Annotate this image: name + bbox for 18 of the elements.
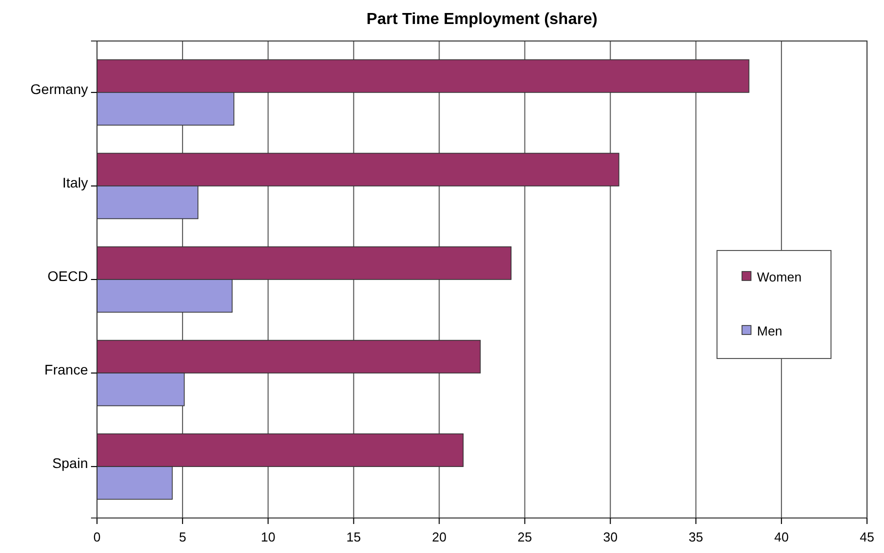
x-tick-label: 20 <box>432 529 446 544</box>
y-tick-label: OECD <box>48 268 88 284</box>
x-tick-label: 15 <box>346 529 361 544</box>
x-tick-label: 45 <box>860 529 874 544</box>
x-tick-label: 10 <box>260 529 276 544</box>
legend-label: Women <box>757 270 802 284</box>
legend-label: Men <box>757 324 782 338</box>
x-tick-label: 25 <box>518 529 532 544</box>
chart-title: Part Time Employment (share) <box>366 11 598 28</box>
y-tick-label: France <box>44 361 88 378</box>
y-tick-label: Italy <box>62 174 88 190</box>
y-tick-label: Germany <box>30 80 88 97</box>
x-tick-label: 35 <box>688 529 704 544</box>
x-tick-label: 5 <box>178 529 186 544</box>
y-tick-label: Spain <box>52 454 88 471</box>
x-tick-label: 0 <box>93 529 101 544</box>
x-tick-label: 40 <box>774 529 789 544</box>
x-tick-label: 30 <box>603 529 618 544</box>
